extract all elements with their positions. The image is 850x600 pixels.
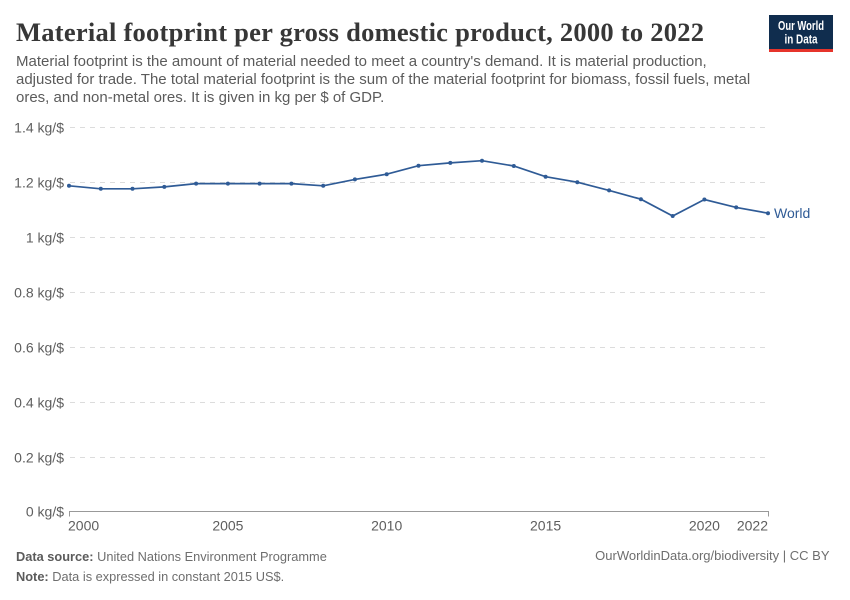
svg-text:1.4 kg/$: 1.4 kg/$: [14, 120, 64, 136]
svg-text:0.2 kg/$: 0.2 kg/$: [14, 450, 64, 466]
svg-text:2005: 2005: [212, 518, 243, 534]
svg-text:Our World: Our World: [778, 19, 824, 33]
svg-text:2020: 2020: [689, 518, 720, 534]
svg-text:2022: 2022: [737, 518, 768, 534]
svg-text:0.8 kg/$: 0.8 kg/$: [14, 285, 64, 301]
svg-text:World: World: [774, 205, 810, 221]
svg-text:0.4 kg/$: 0.4 kg/$: [14, 395, 64, 411]
svg-text:2015: 2015: [530, 518, 561, 534]
svg-text:2000: 2000: [68, 518, 99, 534]
svg-text:0 kg/$: 0 kg/$: [26, 504, 64, 520]
svg-text:0.6 kg/$: 0.6 kg/$: [14, 340, 64, 356]
svg-text:in Data: in Data: [785, 33, 819, 47]
svg-text:2010: 2010: [371, 518, 402, 534]
svg-text:1 kg/$: 1 kg/$: [26, 230, 64, 246]
svg-text:1.2 kg/$: 1.2 kg/$: [14, 175, 64, 191]
